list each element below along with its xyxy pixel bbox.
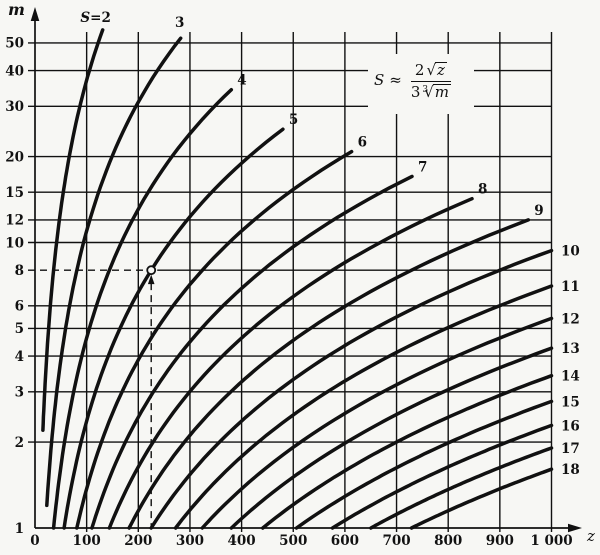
curve-s-6 [75,149,354,530]
example-arrow-up [147,274,155,285]
curve-s-11 [173,284,554,530]
x-tick-label: 1 000 [530,533,572,549]
formula-numerator: 2 √ z [410,61,451,82]
y-tick-label: 3 [15,385,24,401]
y-tick-label: 8 [15,263,24,279]
curve-s-8 [107,196,474,530]
y-axis-label: m [8,0,25,19]
tick-labels: 0 100 200 300 400 500 600 700 800 900 1 0001234568… [5,36,572,549]
x-tick-label: 500 [279,533,307,549]
curve-label-9: 9 [534,203,543,219]
x-tick-label: 400 [228,533,256,549]
y-tick-label: 50 [5,36,24,52]
curve-label-11: 11 [561,279,580,295]
x-tick-label: 200 [124,533,152,549]
curve-s-9 [127,218,531,530]
curve-label-18: 18 [561,462,580,478]
example-readoff [28,265,552,528]
x-tick-label: 900 [486,533,514,549]
y-tick-label: 1 [15,521,24,537]
curve-s-18 [409,467,554,530]
curve-label-8: 8 [478,182,487,198]
y-tick-label: 6 [15,299,24,315]
formula-backdrop [368,54,474,114]
curve-label-6: 6 [358,135,367,151]
curve-s-16 [330,423,554,530]
x-tick-label: 300 [176,533,204,549]
curve-s-3 [45,36,183,508]
y-tick-label: 2 [15,435,24,451]
curve-label-16: 16 [561,418,580,434]
formula-annotation: S ≈ 2 √ z 3 3 √ m [374,62,455,101]
cbrt-radical: 3 √ m [422,82,451,101]
formula-lhs: S [374,71,385,90]
curve-s-15 [294,399,554,530]
curve-label-13: 13 [561,341,580,357]
formula-denominator: 3 3 √ m [410,82,451,101]
curve-labels: S=2 3 4 5 6 7 8 9 10 11 12 13 14 15 16 17 18 [80,10,579,478]
y-tick-label: 12 [5,213,24,229]
curve-s-17 [369,446,554,530]
y-tick-label: 5 [15,321,24,337]
x-tick-label: 0 [30,533,39,549]
curve-label-5: 5 [289,112,298,128]
x-axis-label: z [587,527,595,545]
curve-label-7: 7 [418,159,427,175]
y-axis-arrow [30,7,40,21]
y-tick-label: 15 [5,185,24,201]
y-tick-label: 4 [15,349,24,365]
example-point-marker [146,265,157,276]
curve-s-13 [229,346,554,530]
curve-label-14: 14 [561,369,580,385]
curve-label-17: 17 [561,441,580,457]
curve-s-10 [149,248,554,530]
curve-label-12: 12 [561,311,580,327]
y-tick-label: 40 [5,63,24,79]
curve-s-12 [200,316,554,530]
curve-label-4: 4 [237,73,246,89]
formula-approx-sign: ≈ [389,71,402,90]
x-tick-label: 700 [382,533,410,549]
curve-s-5 [62,127,285,530]
x-tick-label: 600 [331,533,359,549]
curve-s-4 [51,87,234,530]
curve-label-3: 3 [175,15,184,31]
x-tick-label: 100 [73,533,101,549]
curve-s-14 [261,373,554,530]
y-tick-label: 10 [5,235,24,251]
y-tick-label: 20 [5,149,24,165]
curves [41,28,554,530]
axes [30,7,582,533]
curve-s-2 [41,28,105,432]
curve-label-10: 10 [561,244,580,260]
x-axis-arrow [568,523,582,533]
y-tick-label: 30 [5,99,24,115]
sqrt-radical: √ z [426,61,447,79]
formula-fraction: 2 √ z 3 3 √ m [407,62,455,101]
x-tick-label: 800 [434,533,462,549]
curve-s-7 [90,174,414,530]
curve-label-2: S=2 [80,10,110,26]
curve-label-15: 15 [561,394,580,410]
